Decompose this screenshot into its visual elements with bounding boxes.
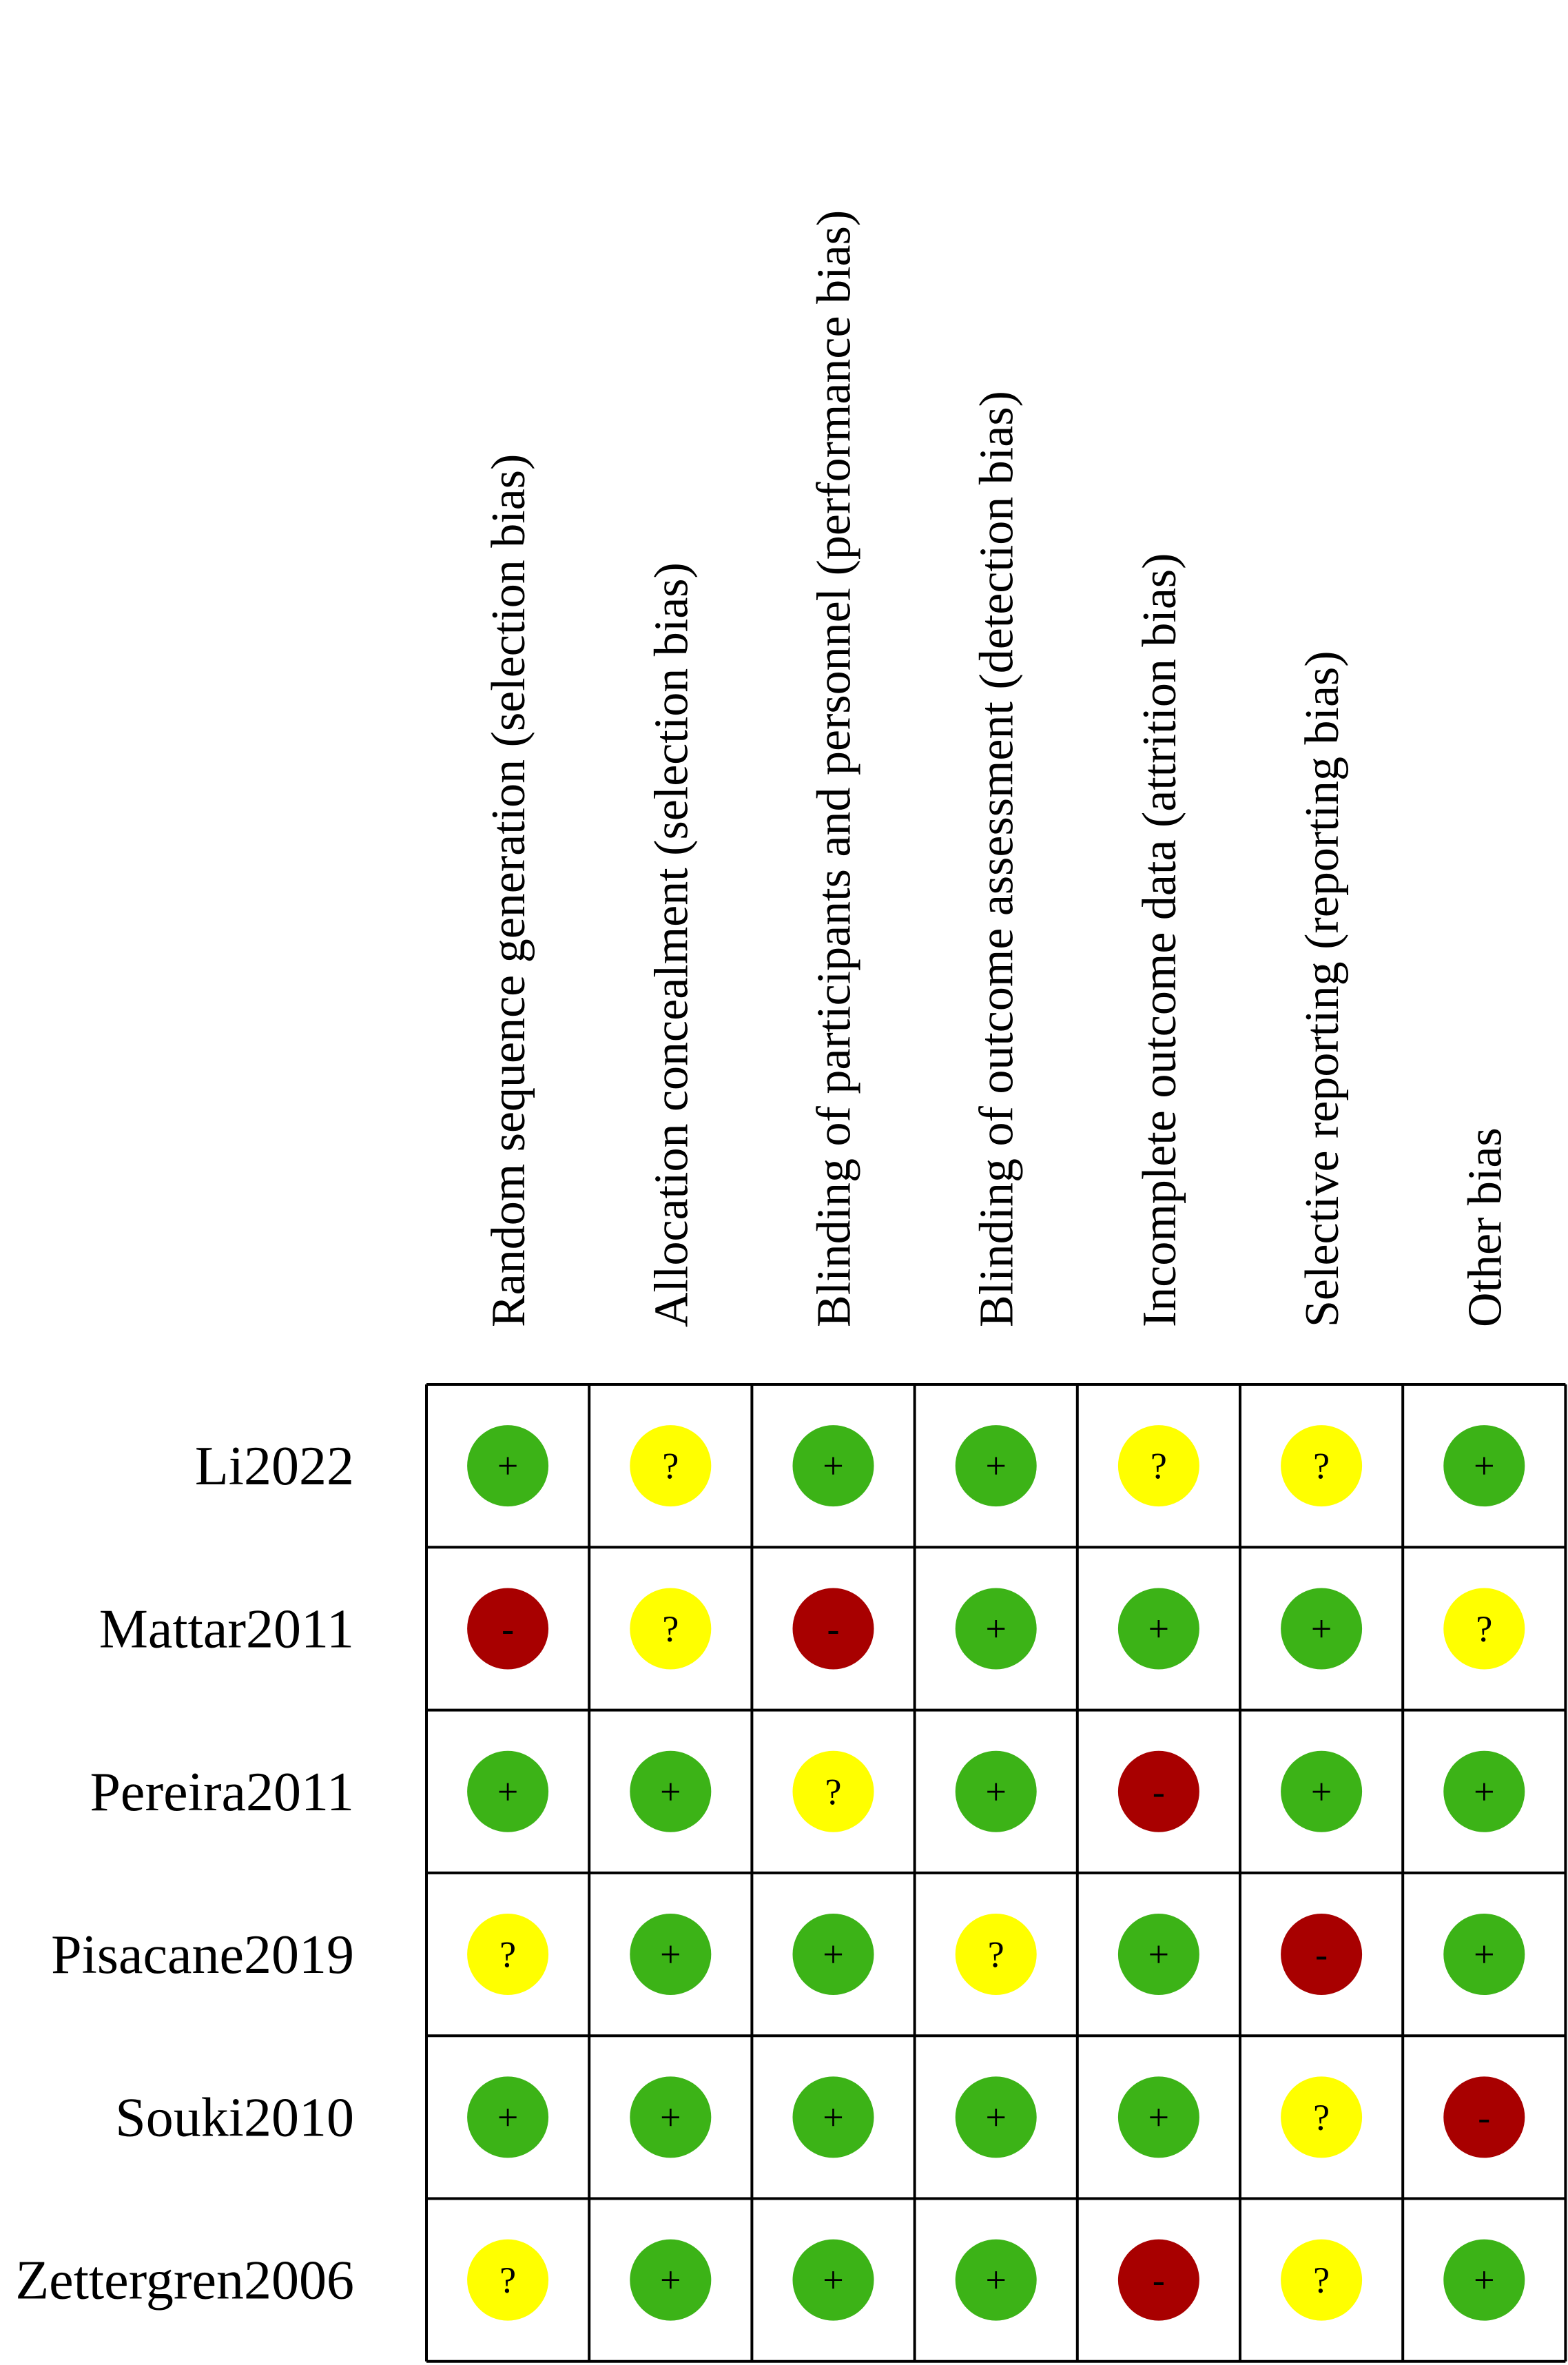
judgement-circle: [1443, 1914, 1525, 1996]
judgement-circle: [630, 2239, 712, 2321]
judgement-circle: [1281, 2076, 1363, 2158]
judgement-circle: [1117, 1588, 1199, 1670]
judgement-symbol: +: [1474, 2260, 1494, 2301]
judgement-circle: [1117, 1425, 1199, 1507]
judgement-circle: [467, 1425, 549, 1507]
judgement-circle: [792, 1425, 874, 1507]
judgement-symbol: +: [660, 2260, 681, 2301]
judgement-symbol: +: [1148, 1934, 1169, 1975]
judgement-symbol: +: [497, 1445, 518, 1486]
column-header: Other bias: [1458, 1127, 1512, 1327]
judgement-symbol: ?: [662, 1445, 679, 1486]
judgement-circle: [955, 2239, 1037, 2321]
judgement-circle: [467, 1750, 549, 1832]
judgement-symbol: ?: [1313, 1445, 1330, 1486]
judgement-symbol: +: [1148, 2096, 1169, 2138]
judgement-symbol: +: [985, 1608, 1006, 1649]
judgement-circle: [467, 2076, 549, 2158]
grid: [425, 1383, 1567, 2363]
judgement-symbol: +: [985, 2260, 1006, 2301]
judgement-circle: [1443, 1750, 1525, 1832]
judgement-symbol: +: [985, 1771, 1006, 1812]
judgement-circle: [630, 1425, 712, 1507]
judgement-circle: [1281, 1914, 1363, 1996]
judgement-circle: [1117, 2076, 1199, 2158]
judgement-symbol: ?: [1313, 2260, 1330, 2301]
judgement-symbol: ?: [499, 1934, 516, 1975]
judgement-symbol: ?: [1313, 2096, 1330, 2138]
judgement-symbol: +: [1474, 1771, 1494, 1812]
study-label: Zettergren2006: [15, 2251, 354, 2311]
judgement-symbol: ?: [662, 1608, 679, 1649]
study-label: Mattar2011: [99, 1599, 354, 1659]
judgement-circle: [955, 2076, 1037, 2158]
judgement-symbol: +: [660, 1934, 681, 1975]
judgement-symbol: +: [1148, 1608, 1169, 1649]
judgement-symbol: +: [1311, 1771, 1332, 1812]
judgement-circle: [1443, 1425, 1525, 1507]
judgement-circle: [1281, 1588, 1363, 1670]
judgement-symbol: ?: [988, 1934, 1004, 1975]
judgement-circle: [1443, 2076, 1525, 2158]
judgement-circle: [630, 1588, 712, 1670]
judgement-symbol: ?: [1476, 1608, 1492, 1649]
judgement-symbol: +: [660, 2096, 681, 2138]
judgement-circle: [1117, 1750, 1199, 1832]
judgement-circle: [630, 1914, 712, 1996]
judgement-circle: [467, 1588, 549, 1670]
judgement-symbol: -: [1153, 2260, 1165, 2301]
column-header: Blinding of participants and personnel (…: [808, 210, 861, 1327]
judgement-symbol: -: [1478, 2096, 1490, 2138]
judgement-circle: [955, 1750, 1037, 1832]
judgement-circle: [1443, 2239, 1525, 2321]
judgement-circle: [792, 2076, 874, 2158]
column-header: Allocation concealment (selection bias): [645, 562, 698, 1327]
study-label: Souki2010: [115, 2087, 354, 2148]
judgement-circle: [467, 2239, 549, 2321]
judgement-circle: [630, 2076, 712, 2158]
column-header: Selective reporting (reporting bias): [1296, 651, 1349, 1327]
judgement-symbol: +: [823, 2096, 843, 2138]
judgement-symbol: +: [823, 1934, 843, 1975]
column-header: Random sequence generation (selection bi…: [482, 454, 535, 1327]
study-label: Li2022: [195, 1436, 354, 1497]
judgement-circle: [1281, 1750, 1363, 1832]
judgement-symbol: ?: [1151, 1445, 1167, 1486]
judgement-circle: [955, 1588, 1037, 1670]
judgement-symbol: +: [660, 1771, 681, 1812]
judgement-symbol: +: [985, 2096, 1006, 2138]
study-label: Pereira2011: [90, 1762, 354, 1823]
judgement-circle: [1281, 1425, 1363, 1507]
judgement-circle: [630, 1750, 712, 1832]
judgement-circle: [1443, 1588, 1525, 1670]
judgement-circle: [1117, 1914, 1199, 1996]
judgement-symbol: +: [1311, 1608, 1332, 1649]
column-header: Incomplete outcome data (attrition bias): [1133, 553, 1186, 1327]
judgement-symbol: -: [1315, 1934, 1328, 1975]
judgement-symbol: -: [502, 1608, 514, 1649]
judgement-circle: [792, 2239, 874, 2321]
judgement-symbol: +: [497, 2096, 518, 2138]
judgement-circle: [792, 1914, 874, 1996]
judgement-circle: [467, 1914, 549, 1996]
study-label: Pisacane2019: [51, 1925, 354, 1985]
judgement-circle: [1281, 2239, 1363, 2321]
judgement-symbol: ?: [499, 2260, 516, 2301]
judgement-circle: [792, 1750, 874, 1832]
judgement-symbol: +: [985, 1445, 1006, 1486]
judgement-symbol: +: [1474, 1934, 1494, 1975]
judgement-symbol: -: [827, 1608, 840, 1649]
judgement-symbol: +: [1474, 1445, 1494, 1486]
judgement-symbol: +: [823, 2260, 843, 2301]
judgement-symbol: +: [497, 1771, 518, 1812]
column-header: Blinding of outcome assessment (detectio…: [971, 391, 1024, 1327]
judgement-symbol: -: [1153, 1771, 1165, 1812]
judgement-circle: [792, 1588, 874, 1670]
judgement-circle: [955, 1914, 1037, 1996]
judgement-symbol: +: [823, 1445, 843, 1486]
judgement-symbol: ?: [825, 1771, 842, 1812]
judgement-circle: [1117, 2239, 1199, 2321]
judgement-circle: [955, 1425, 1037, 1507]
